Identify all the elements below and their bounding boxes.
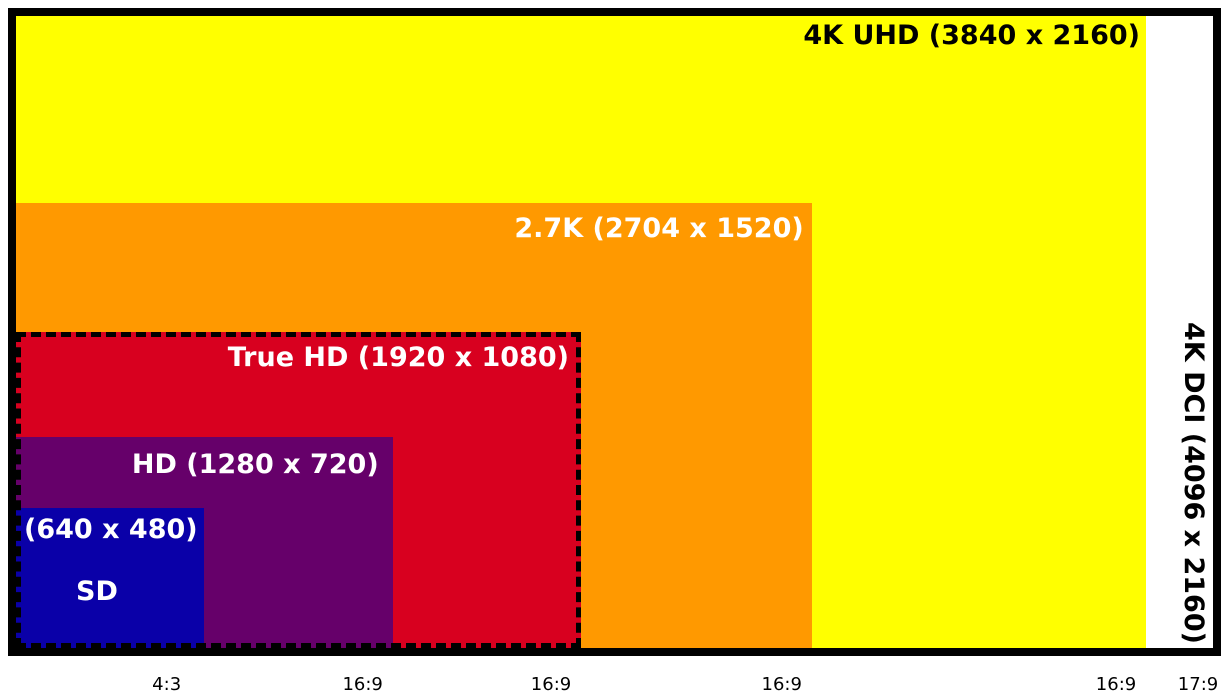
sd-name-label: SD — [76, 575, 118, 607]
ratio-label-dci: 17:9 — [1177, 674, 1219, 695]
ratio-label-hd: 16:9 — [342, 674, 383, 695]
hd-label: HD (1280 x 720) — [131, 449, 379, 481]
sd-resolution-label: (640 x 480) — [24, 513, 198, 545]
truehd-label: True HD (1920 x 1080) — [227, 342, 569, 373]
dci-label: 4K DCI (4096 x 2160) — [1178, 322, 1208, 644]
uhd-label: 4K UHD (3840 x 2160) — [803, 20, 1140, 51]
resolution-diagram: 4K UHD (3840 x 2160) 2.7K (2704 x 1520) … — [8, 8, 1221, 656]
ratio-label-sd: 4:3 — [152, 674, 182, 695]
ratio-label-k27: 16:9 — [761, 674, 802, 695]
ratio-label-uhd: 16:9 — [1095, 674, 1137, 695]
sd-area: (640 x 480) SD — [16, 507, 205, 648]
ratio-label-truehd: 16:9 — [530, 674, 572, 695]
k27-label: 2.7K (2704 x 1520) — [514, 213, 804, 245]
